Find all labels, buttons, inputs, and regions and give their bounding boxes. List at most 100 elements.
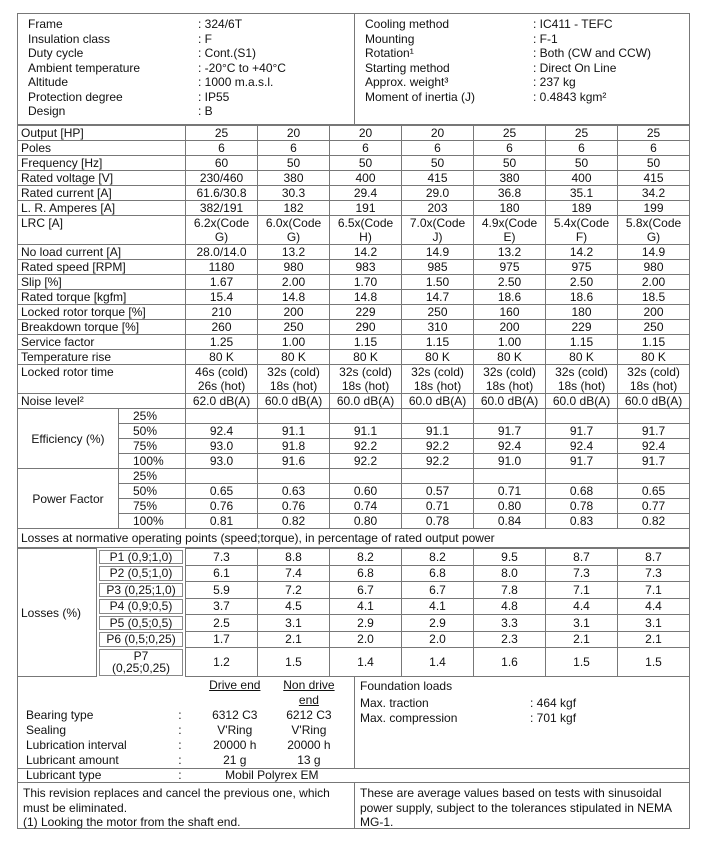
row-label: Noise level² bbox=[16, 393, 187, 409]
cell-value: 8.7 bbox=[545, 548, 618, 566]
cell-value: 14.8 bbox=[257, 289, 331, 305]
cell-value: 80 K bbox=[545, 349, 619, 365]
bearing-row: Sealing: V'Ring V'Ring bbox=[26, 723, 346, 738]
cell-value: 0.77 bbox=[617, 498, 691, 514]
foundation-label: Max. compression bbox=[360, 711, 458, 725]
cell-value: 415 bbox=[617, 170, 691, 186]
cell-value bbox=[257, 468, 331, 484]
operating-point-label: P1 (0,9;1,0) bbox=[99, 549, 183, 564]
info-label: Ambient temperature bbox=[28, 60, 141, 75]
cell-value: 8.7 bbox=[617, 548, 690, 566]
cell-value: 2.1 bbox=[257, 630, 330, 648]
cell-value: 0.71 bbox=[401, 498, 475, 514]
operating-point-label: P6 (0,5;0,25) bbox=[99, 632, 183, 647]
cell-value: 3.1 bbox=[545, 614, 618, 632]
cell-value: 91.0 bbox=[473, 453, 547, 469]
cell-value: 91.7 bbox=[545, 423, 619, 439]
cell-value: 18.5 bbox=[617, 289, 691, 305]
tolerance-note: These are average values based on tests … bbox=[360, 786, 672, 829]
table-row: Locked rotor torque [%] 210 200 229 250 160 18… bbox=[16, 304, 691, 320]
cell-value: 32s (cold) 18s (hot) bbox=[257, 364, 331, 394]
info-row: Moment of inertia (J): 0.4843 kgm² bbox=[365, 90, 651, 105]
row-label: Rated torque [kgfm] bbox=[16, 289, 187, 305]
cell-value: 4.9x(Code E) bbox=[473, 215, 547, 245]
info-row: Protection degree: IP55 bbox=[28, 90, 344, 105]
cell-value: 50 bbox=[617, 155, 691, 171]
separator: : bbox=[178, 753, 182, 767]
cell-value: 985 bbox=[401, 259, 475, 275]
cell-value: 4.1 bbox=[329, 597, 402, 615]
foundation-title: Foundation loads bbox=[360, 679, 453, 693]
operating-point: P4 (0,9;0,5) bbox=[97, 598, 186, 615]
bearing-row: Lubricant amount: 21 g 13 g bbox=[26, 753, 346, 768]
operating-point-label: P7 (0,25;0,25) bbox=[99, 648, 183, 676]
cell-value: 3.3 bbox=[473, 614, 546, 632]
cell-value: 7.1 bbox=[545, 581, 618, 599]
cell-value: 34.2 bbox=[617, 185, 691, 201]
cell-value: 35.1 bbox=[545, 185, 619, 201]
cell-value: 80 K bbox=[185, 349, 259, 365]
cell-value: 1.15 bbox=[545, 334, 619, 350]
cell-value: 28.0/14.0 bbox=[185, 244, 259, 260]
cell-value: 14.8 bbox=[329, 289, 403, 305]
info-value: : Both (CW and CCW) bbox=[533, 46, 652, 60]
cell-value bbox=[329, 468, 403, 484]
cell-value: 1.15 bbox=[617, 334, 691, 350]
operating-point-label: P3 (0,25;1,0) bbox=[99, 582, 183, 597]
cell-value: 2.00 bbox=[257, 274, 331, 290]
row-label: Service factor bbox=[16, 334, 187, 350]
foundation-value: : 464 kgf bbox=[530, 696, 577, 710]
cell-value: 975 bbox=[473, 259, 547, 275]
cell-value: 25 bbox=[473, 125, 547, 141]
separator: : bbox=[178, 723, 182, 737]
cell-value: 6 bbox=[185, 140, 259, 156]
row-label: L. R. Amperes [A] bbox=[16, 200, 187, 216]
cell-value: 200 bbox=[473, 319, 547, 335]
operating-point: P3 (0,25;1,0) bbox=[97, 582, 186, 599]
cell-value: 400 bbox=[545, 170, 619, 186]
non-drive-end-value: V'Ring bbox=[291, 723, 327, 737]
lubricant-type-value: Mobil Polyrex EM bbox=[225, 768, 319, 782]
info-label: Cooling method bbox=[365, 17, 450, 31]
cell-value: 91.8 bbox=[257, 438, 331, 454]
cell-value: 3.1 bbox=[257, 614, 330, 632]
row-label: Output [HP] bbox=[16, 125, 187, 141]
cell-value: 2.3 bbox=[473, 630, 546, 648]
cell-value: 0.82 bbox=[617, 513, 691, 529]
cell-value: 7.3 bbox=[185, 548, 258, 566]
cell-value: 6.8 bbox=[401, 564, 474, 582]
cell-value: 14.2 bbox=[545, 244, 619, 260]
table-row: Output [HP] 25 20 20 20 25 25 25 bbox=[16, 125, 691, 141]
table-row: P5 (0,5;0,5) 2.5 3.1 2.9 2.9 3.3 3.1 3.1 bbox=[18, 614, 690, 632]
cell-value: 1.50 bbox=[401, 274, 475, 290]
general-info-right: Cooling method: IC411 - TEFC Mounting: F-… bbox=[355, 14, 661, 124]
cell-value: 310 bbox=[401, 319, 475, 335]
drive-end-header: Drive end bbox=[209, 678, 261, 692]
cell-value: 4.4 bbox=[545, 597, 618, 615]
cell-value: 8.0 bbox=[473, 564, 546, 582]
cell-value: 92.2 bbox=[329, 453, 403, 469]
cell-value: 0.76 bbox=[185, 498, 259, 514]
cell-value: 380 bbox=[473, 170, 547, 186]
cell-value: 6 bbox=[617, 140, 691, 156]
cell-value: 29.4 bbox=[329, 185, 403, 201]
cell-value: 50 bbox=[473, 155, 547, 171]
foundation-row: Max. compression: 701 kgf bbox=[360, 711, 684, 726]
cell-value: 61.6/30.8 bbox=[185, 185, 259, 201]
cell-value: 3.1 bbox=[617, 614, 690, 632]
cell-value: 5.8x(Code G) bbox=[617, 215, 691, 245]
cell-value: 92.4 bbox=[617, 438, 691, 454]
info-row: Approx. weight³: 237 kg bbox=[365, 75, 651, 90]
load-label: 50% bbox=[117, 423, 187, 439]
cell-value: 6.7 bbox=[401, 581, 474, 599]
general-info: Frame: 324/6T Insulation class: F Duty cyc… bbox=[17, 13, 690, 125]
cell-value: 1.70 bbox=[329, 274, 403, 290]
cell-value: 0.57 bbox=[401, 483, 475, 499]
cell-value: 60 bbox=[185, 155, 259, 171]
cell-value: 92.2 bbox=[401, 438, 475, 454]
operating-point: P1 (0,9;1,0) bbox=[97, 549, 186, 566]
non-drive-end-value: 20000 h bbox=[287, 738, 331, 752]
cell-value: 7.8 bbox=[473, 581, 546, 599]
cell-value: 180 bbox=[545, 304, 619, 320]
info-row: Starting method: Direct On Line bbox=[365, 61, 651, 76]
